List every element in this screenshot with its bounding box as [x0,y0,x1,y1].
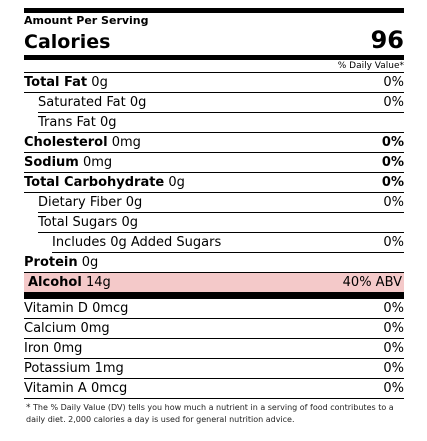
nutrient-row-added-sugars: Includes 0g Added Sugars 0% [52,233,404,253]
nutrient-pct: 0% [381,175,404,190]
vitamin-row-vitamin-d: Vitamin D 0mcg 0% [24,299,404,319]
nutrient-pct: 0% [383,381,404,396]
vitamin-row-potassium: Potassium 1mg 0% [24,359,404,379]
nutrient-amount: 0g [121,215,138,230]
nutrient-row-total-carbohydrate: Total Carbohydrate 0g 0% [24,173,404,193]
nutrient-name: Total Carbohydrate [24,175,165,190]
nutrient-amount: 1mg [94,361,124,376]
nutrient-pct: 0% [381,135,404,150]
nutrient-name: Iron [24,341,50,356]
nutrient-name: Saturated Fat [38,95,126,110]
nutrient-row-protein: Protein 0g [24,253,404,273]
footnote-star: * [26,403,31,413]
nutrient-amount: 0mcg [92,301,129,316]
nutrient-amount: 0g [168,175,185,190]
nutrient-name: Protein [24,255,78,270]
top-thick-rule [24,8,404,13]
nutrient-pct: 0% [383,235,404,250]
nutrient-row-dietary-fiber: Dietary Fiber 0g 0% [38,193,404,213]
nutrient-pct: 0% [383,75,404,90]
nutrient-row-sodium: Sodium 0mg 0% [24,153,404,173]
nutrient-pct: 0% [383,341,404,356]
alcohol-abv: 40% ABV [342,275,402,290]
nutrient-name: Trans Fat [38,115,96,130]
nutrient-pct: 0% [383,95,404,110]
nutrient-name: Dietary Fiber [38,195,122,210]
daily-value-footnote: * The % Daily Value (DV) tells you how m… [24,402,404,426]
vitamins-thick-rule [24,293,404,299]
calories-row: Calories 96 [24,27,404,53]
nutrient-name: Potassium [24,361,91,376]
nutrient-amount: 0g [81,255,99,270]
nutrient-amount: 0g [91,75,108,90]
nutrient-amount: 14g [85,275,111,290]
nutrient-row-total-sugars: Total Sugars 0g [38,213,404,233]
nutrient-name: Vitamin A [24,381,87,396]
nutrient-amount: 0g [129,95,147,110]
nutrient-name: Cholesterol [24,135,108,150]
nutrient-name: Alcohol [28,275,82,290]
nutrient-name: Includes 0g Added Sugars [52,235,222,250]
nutrient-pct: 0% [383,301,404,316]
vitamin-row-calcium: Calcium 0mg 0% [24,319,404,339]
nutrient-name: Vitamin D [24,301,88,316]
nutrient-amount: 0mg [83,155,113,170]
calories-value: 96 [370,26,404,54]
nutrient-amount: 0g [125,195,143,210]
nutrient-name: Sodium [24,155,79,170]
nutrient-row-total-fat: Total Fat 0g 0% [24,73,404,93]
nutrient-amount: 0mg [111,135,141,150]
footnote-text: The % Daily Value (DV) tells you how muc… [26,403,394,424]
daily-value-header: % Daily Value* [24,60,404,73]
nutrient-name: Calcium [24,321,77,336]
nutrient-amount: 0mcg [90,381,128,396]
nutrient-amount: 0mg [53,341,83,356]
nutrient-row-trans-fat: Trans Fat 0g [38,113,404,133]
nutrient-row-cholesterol: Cholesterol 0mg 0% [24,133,404,153]
calories-label: Calories [24,31,111,53]
amount-per-serving: Amount Per Serving [24,14,149,27]
nutrient-row-alcohol: Alcohol 14g 40% ABV [24,273,404,293]
nutrient-row-saturated-fat: Saturated Fat 0g 0% [38,93,404,113]
nutrient-pct: 0% [383,195,404,210]
vitamin-row-iron: Iron 0mg 0% [24,339,404,359]
calories-thick-rule [24,55,404,60]
nutrient-pct: 0% [381,155,404,170]
nutrition-facts-label: Amount Per Serving Calories 96 % Daily V… [24,8,404,426]
nutrient-pct: 0% [383,321,404,336]
nutrient-amount: 0g [99,115,117,130]
vitamin-row-vitamin-a: Vitamin A 0mcg 0% [24,379,404,399]
nutrient-name: Total Sugars [38,215,118,230]
nutrient-name: Total Fat [24,75,88,90]
nutrient-pct: 0% [383,361,404,376]
nutrient-amount: 0mg [80,321,110,336]
